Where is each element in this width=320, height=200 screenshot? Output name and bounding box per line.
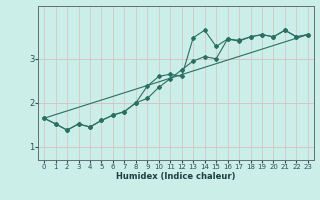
X-axis label: Humidex (Indice chaleur): Humidex (Indice chaleur) (116, 172, 236, 181)
